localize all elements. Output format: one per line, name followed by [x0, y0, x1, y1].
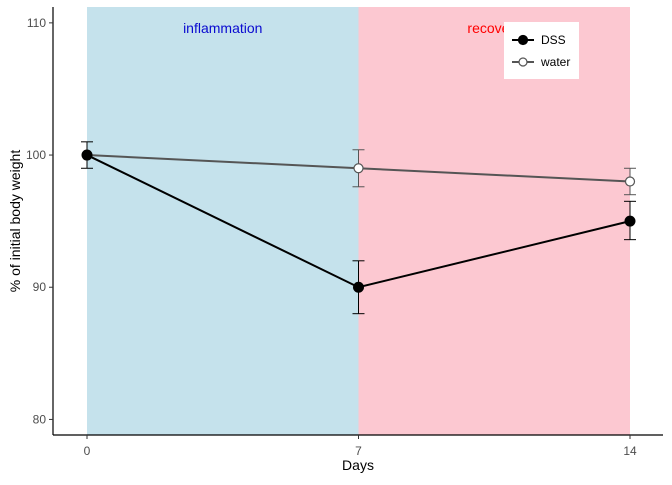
data-point-DSS — [353, 281, 364, 293]
data-point-water — [624, 176, 636, 187]
y-tick-label: 90 — [33, 280, 47, 294]
phase-bands — [87, 7, 630, 435]
phase-band-recovery — [358, 7, 630, 435]
series-layer — [81, 141, 636, 315]
y-tick-label: 80 — [33, 412, 47, 426]
legend: DSS water — [504, 22, 579, 79]
phase-label-inflammation: inflammation — [183, 20, 262, 36]
x-tick-label: 14 — [623, 444, 637, 458]
x-tick-label: 7 — [355, 444, 362, 458]
legend-label-water: water — [540, 55, 570, 69]
legend-key-marker-water — [518, 57, 528, 67]
legend-label-DSS: DSS — [541, 33, 566, 47]
data-point-DSS — [81, 149, 93, 161]
data-point-DSS — [624, 215, 636, 227]
y-axis-label: % of initial body weight — [7, 150, 23, 293]
legend-key-marker-DSS — [517, 34, 529, 46]
x-axis-label: Days — [342, 457, 374, 473]
x-tick-label: 0 — [84, 444, 91, 458]
y-tick-label: 100 — [26, 148, 46, 162]
series-DSS — [81, 141, 636, 315]
legend-box — [504, 22, 579, 79]
axes: 80 90 100 110 0 7 14 Days % of initial body weig… — [7, 7, 663, 473]
data-point-water — [353, 163, 364, 174]
y-tick-label: 110 — [27, 16, 46, 30]
